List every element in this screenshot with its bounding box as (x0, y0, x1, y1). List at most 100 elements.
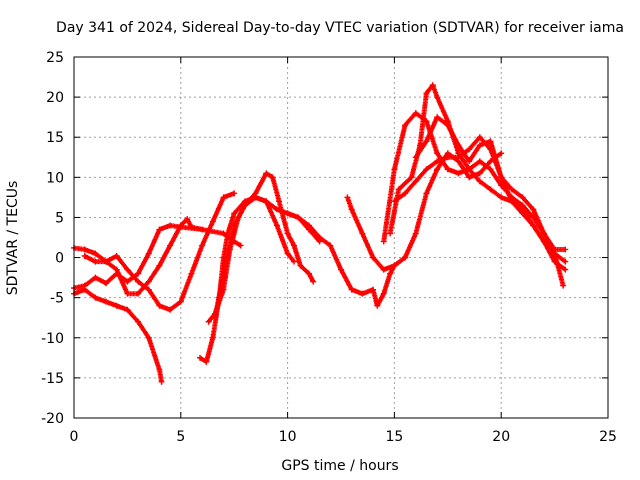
data-point (305, 222, 312, 229)
data-point (305, 270, 312, 277)
data-point (434, 150, 441, 157)
data-point (562, 258, 569, 265)
data-point (519, 210, 526, 217)
data-point (184, 216, 191, 223)
data-point (423, 138, 430, 145)
data-point (476, 158, 483, 165)
data-series-track-d (81, 190, 238, 313)
data-point (237, 242, 244, 249)
data-point (135, 318, 142, 325)
data-point (380, 266, 387, 273)
data-point (444, 166, 451, 173)
data-point (391, 198, 398, 205)
data-point (220, 270, 227, 277)
data-point (402, 190, 409, 197)
data-point (209, 334, 216, 341)
data-point (284, 210, 291, 217)
data-point (508, 198, 515, 205)
data-point (81, 286, 88, 293)
data-point (211, 314, 218, 321)
data-point (476, 142, 483, 149)
data-point (455, 170, 462, 177)
data-point (197, 354, 204, 361)
data-point (92, 294, 99, 301)
data-point (562, 266, 569, 273)
data-point (327, 242, 334, 249)
data-point (276, 198, 283, 205)
data-point (263, 170, 270, 177)
x-tick-label: 10 (279, 429, 297, 445)
x-tick-label: 0 (70, 429, 79, 445)
data-point (551, 250, 558, 257)
x-tick-label: 20 (492, 429, 510, 445)
data-point (348, 286, 355, 293)
data-point (199, 242, 206, 249)
data-point (391, 262, 398, 269)
data-point (113, 252, 120, 259)
y-axis-label: SDTVAR / TECUs (5, 181, 21, 296)
y-tick-label: 10 (46, 170, 64, 186)
data-point (205, 318, 212, 325)
data-point (395, 186, 402, 193)
data-point (158, 378, 165, 385)
data-point (530, 206, 537, 213)
data-point (263, 198, 270, 205)
data-point (519, 194, 526, 201)
y-tick-label: 20 (46, 90, 64, 106)
data-point (167, 306, 174, 313)
y-tick-label: -5 (50, 291, 64, 307)
data-point (338, 266, 344, 273)
data-point (434, 94, 441, 101)
data-point (156, 366, 163, 373)
data-point (92, 250, 99, 257)
data-point (412, 178, 419, 185)
data-point (113, 266, 120, 273)
data-point (423, 90, 430, 97)
data-point (156, 302, 163, 309)
data-point (124, 266, 131, 273)
data-point (402, 122, 409, 129)
data-point (177, 222, 184, 229)
label-layer: 0 5 10 15 20 25 -20 -15 -10 -5 0 5 10 15 20 25 (41, 50, 617, 445)
data-point (540, 230, 547, 237)
data-point (124, 290, 131, 297)
data-point (370, 254, 377, 261)
data-point (188, 224, 195, 231)
data-point (487, 138, 494, 145)
data-point (344, 194, 351, 201)
data-point (231, 190, 238, 197)
data-point (498, 150, 505, 157)
data-point (297, 262, 304, 269)
data-point (103, 298, 110, 305)
data-point (220, 194, 227, 201)
data-layer (71, 82, 569, 385)
x-axis-label: GPS time / hours (281, 458, 398, 474)
data-point (188, 270, 195, 277)
data-point (508, 186, 515, 193)
data-point (380, 290, 387, 297)
data-point (348, 206, 355, 213)
data-point (359, 290, 366, 297)
data-point (167, 222, 174, 229)
data-point (199, 226, 206, 233)
data-point (562, 246, 569, 253)
data-point (359, 230, 366, 237)
data-point (113, 302, 120, 309)
data-point (530, 222, 537, 229)
data-point (316, 234, 323, 241)
data-point (284, 250, 291, 257)
data-point (387, 230, 394, 237)
y-tick-label: -10 (41, 331, 64, 347)
data-point (560, 282, 567, 289)
data-point (412, 110, 419, 117)
data-point (203, 358, 210, 365)
data-point (156, 262, 163, 269)
data-point (387, 270, 394, 277)
data-point (466, 158, 473, 165)
data-point (374, 302, 381, 309)
data-point (476, 134, 483, 141)
data-point (145, 334, 152, 341)
y-tick-label: 15 (46, 130, 64, 146)
data-point (291, 242, 298, 249)
data-point (92, 274, 99, 281)
